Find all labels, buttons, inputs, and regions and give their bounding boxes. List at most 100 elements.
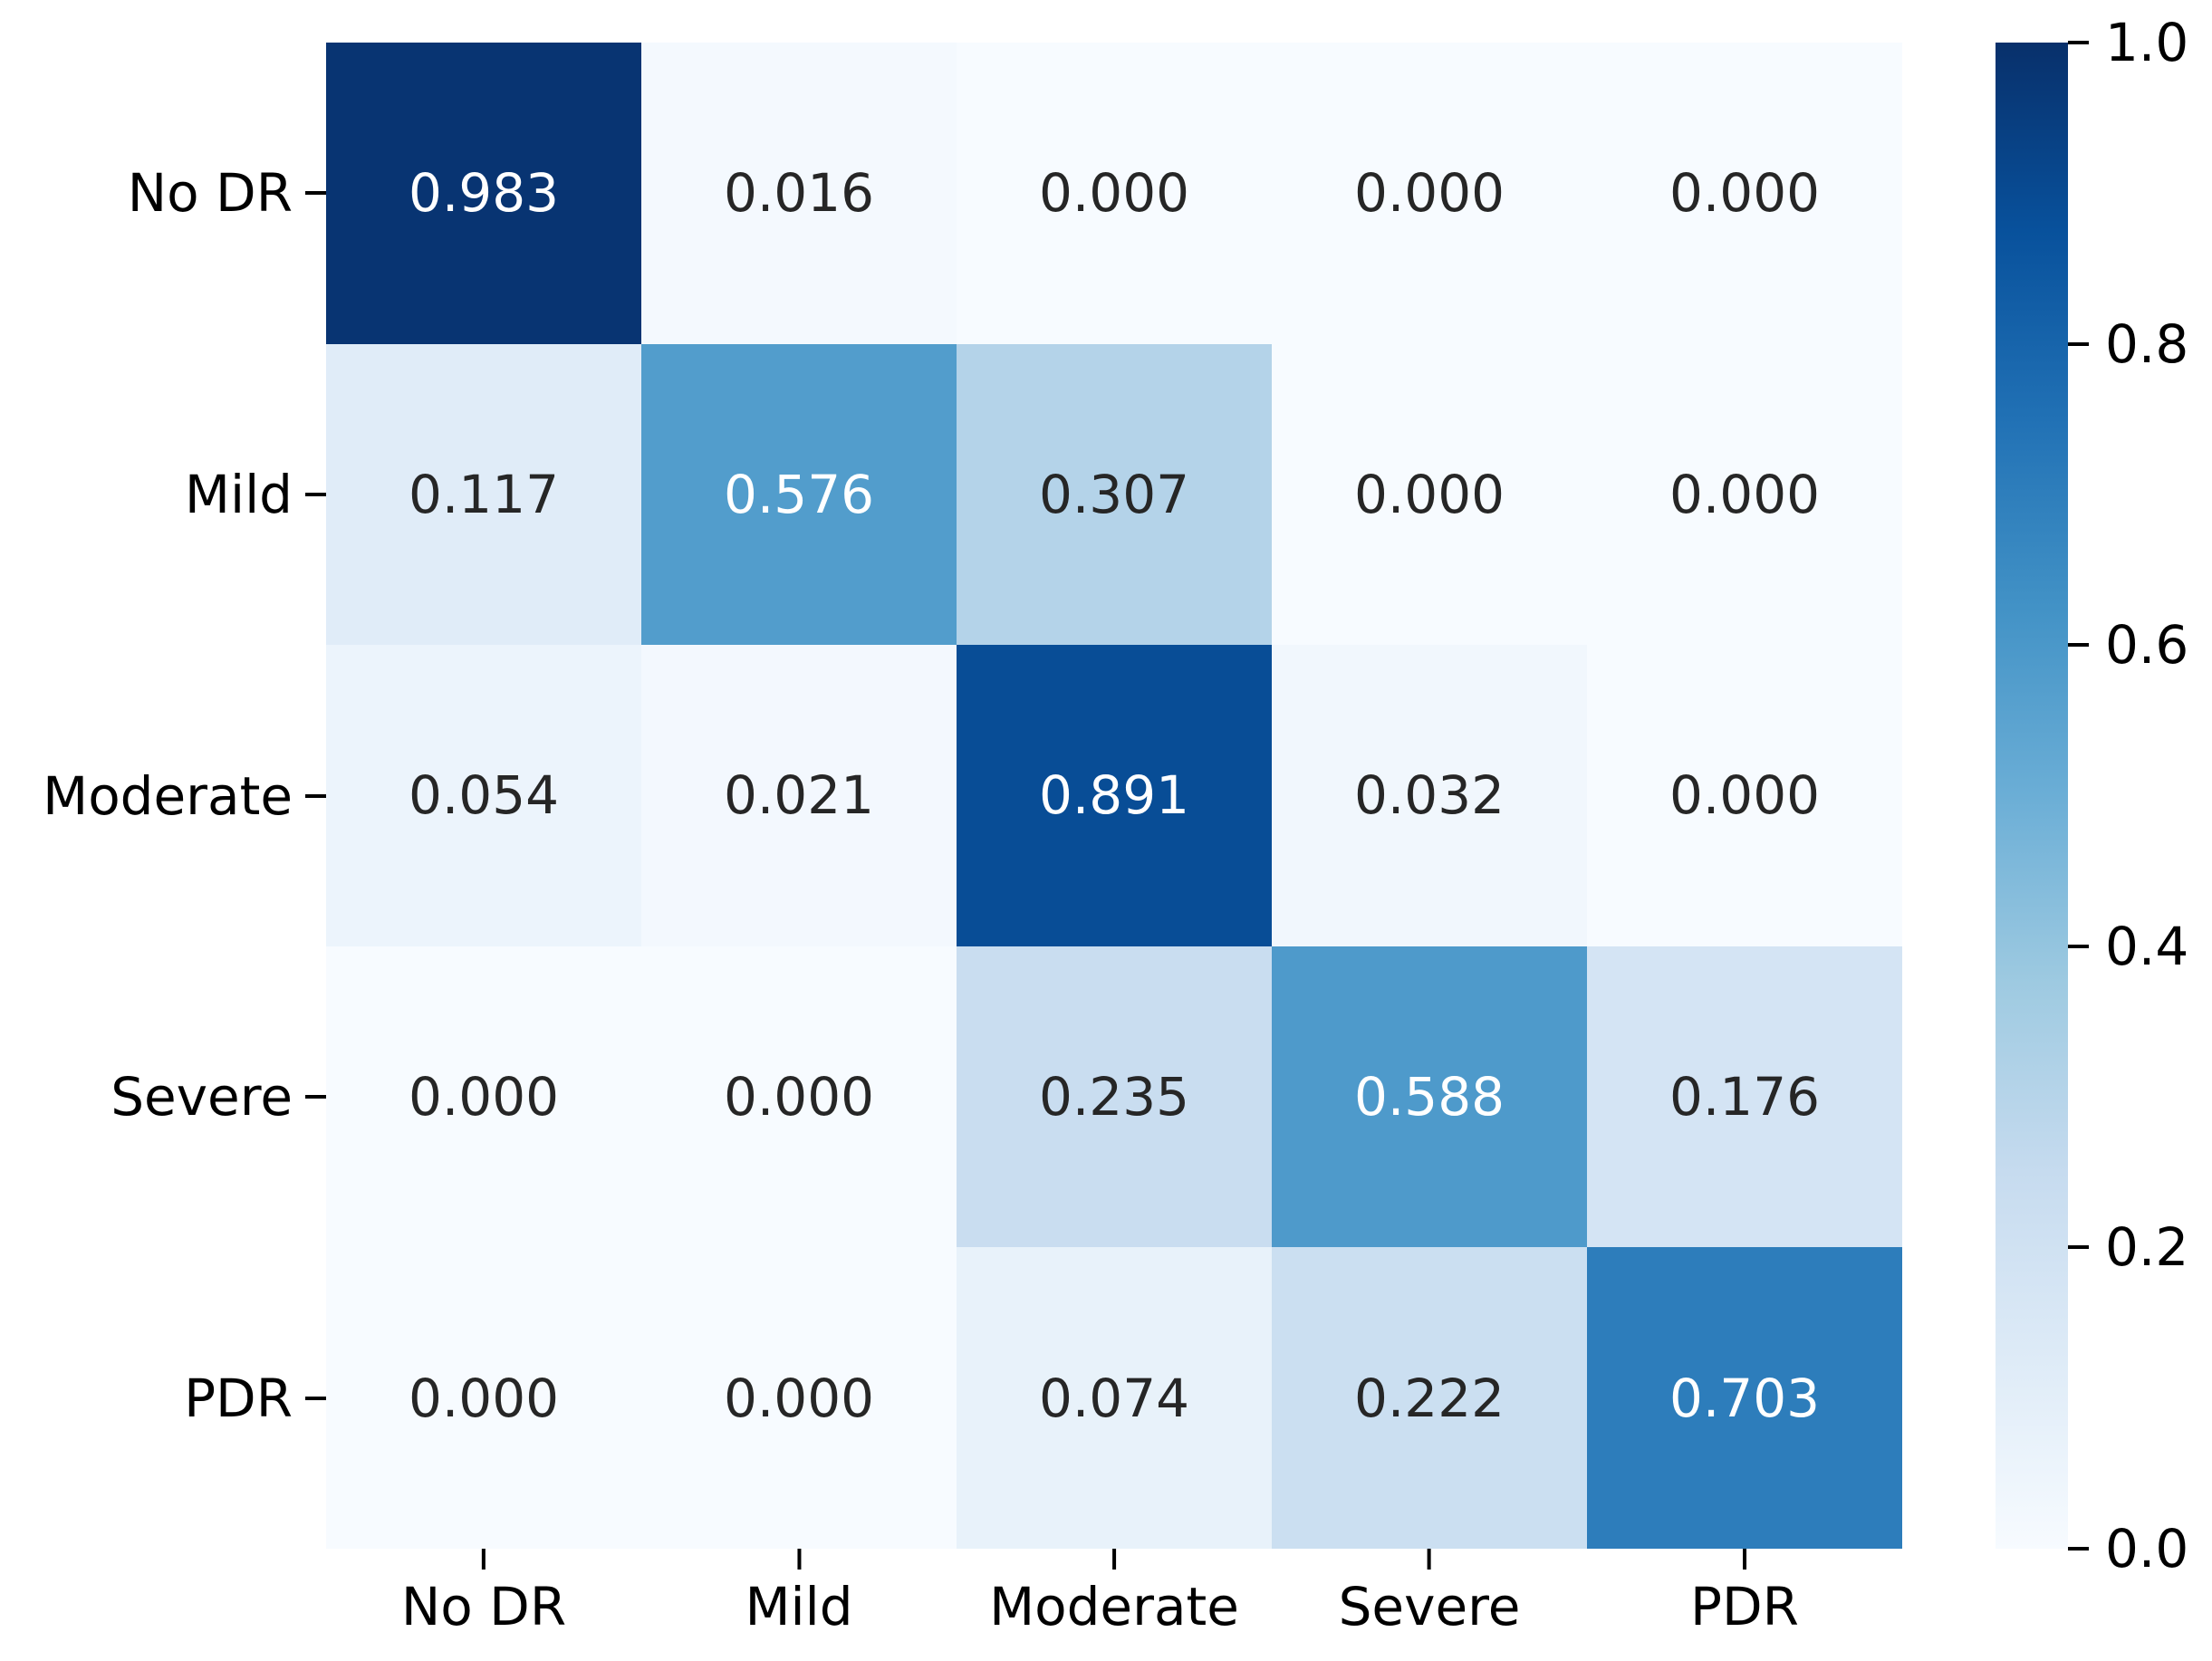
cell-value: 0.000 — [1669, 764, 1821, 827]
heatmap-cell: 0.891 — [957, 645, 1272, 946]
y-tick-label: PDR — [184, 1367, 293, 1429]
heatmap-cell: 0.074 — [957, 1247, 1272, 1549]
x-tick-label: Mild — [745, 1576, 853, 1637]
heatmap-cell: 0.021 — [641, 645, 957, 946]
cell-value: 0.000 — [1669, 463, 1821, 525]
colorbar-tick: 0.4 — [2068, 920, 2188, 973]
heatmap-cell: 0.983 — [326, 43, 641, 344]
heatmap-cell: 0.576 — [641, 343, 957, 646]
cell-value: 0.054 — [408, 764, 560, 827]
heatmap-cell: 0.000 — [1587, 645, 1902, 946]
y-tick-mark — [305, 1095, 326, 1099]
heatmap-cell: 0.000 — [1272, 343, 1587, 646]
heatmap-cell: 0.307 — [957, 343, 1272, 646]
y-tick: PDR — [184, 1372, 326, 1425]
heatmap-cell: 0.703 — [1587, 1247, 1902, 1549]
cell-value: 0.000 — [723, 1066, 875, 1128]
heatmap-cell: 0.054 — [326, 645, 641, 946]
colorbar-tick-mark — [2068, 41, 2089, 44]
x-tick: PDR — [1690, 1549, 1799, 1633]
heatmap-cell: 0.176 — [1587, 946, 1902, 1248]
y-tick: Moderate — [43, 770, 326, 822]
heatmap-plot-area: 0.983 0.016 0.000 0.000 0.000 0.117 0.576 0.307… — [43, 43, 1902, 1633]
cell-value: 0.235 — [1038, 1066, 1190, 1128]
y-tick-mark — [305, 191, 326, 196]
y-tick: Severe — [111, 1071, 326, 1123]
cell-value: 0.000 — [1353, 162, 1505, 225]
cell-value: 0.000 — [1038, 162, 1190, 225]
x-tick-mark — [1427, 1549, 1431, 1570]
cell-value: 0.016 — [723, 162, 875, 225]
heatmap-cell: 0.000 — [641, 946, 957, 1248]
cell-value: 0.983 — [408, 162, 560, 225]
x-tick-label: Severe — [1338, 1576, 1521, 1637]
heatmap-grid: 0.983 0.016 0.000 0.000 0.000 0.117 0.576 0.307… — [326, 43, 1902, 1549]
heatmap-cell: 0.000 — [1587, 43, 1902, 344]
colorbar-tick-mark — [2068, 1547, 2089, 1551]
colorbar-tick: 0.8 — [2068, 318, 2188, 370]
x-tick: Severe — [1338, 1549, 1521, 1637]
x-tick-label: No DR — [400, 1576, 567, 1637]
y-tick: Mild — [185, 468, 326, 521]
cell-value: 0.000 — [408, 1066, 560, 1128]
colorbar-tick-mark — [2068, 944, 2089, 948]
cell-value: 0.000 — [723, 1367, 875, 1429]
heatmap-cell: 0.117 — [326, 343, 641, 646]
heatmap-cell: 0.235 — [957, 946, 1272, 1248]
colorbar-tick-label: 0.2 — [2105, 1216, 2189, 1279]
cell-value: 0.891 — [1038, 764, 1190, 827]
x-tick: No DR — [401, 1549, 566, 1633]
heatmap-cell: 0.016 — [641, 43, 957, 344]
colorbar-tick: 0.6 — [2068, 619, 2188, 671]
cell-value: 0.307 — [1038, 463, 1190, 525]
heatmap-cell: 0.000 — [1272, 43, 1587, 344]
heatmap-cell: 0.222 — [1272, 1247, 1587, 1549]
colorbar-gradient — [1996, 43, 2068, 1549]
colorbar-tick-label: 0.4 — [2105, 915, 2189, 977]
y-tick-label: No DR — [127, 162, 293, 225]
y-tick-label: Moderate — [43, 764, 293, 827]
y-tick-label: Severe — [111, 1066, 293, 1128]
y-tick-label: Mild — [184, 463, 293, 525]
colorbar-tick-label: 0.6 — [2105, 614, 2189, 677]
cell-value: 0.021 — [723, 764, 875, 827]
heatmap-cell: 0.000 — [957, 43, 1272, 344]
x-tick-label: PDR — [1690, 1576, 1799, 1637]
x-tick-mark — [1112, 1549, 1116, 1570]
colorbar-tick-label: 1.0 — [2105, 12, 2189, 73]
colorbar-tick-label: 0.8 — [2105, 312, 2189, 375]
cell-value: 0.074 — [1038, 1367, 1190, 1429]
cell-value: 0.000 — [1669, 162, 1821, 225]
heatmap-cell: 0.588 — [1272, 946, 1587, 1248]
x-tick: Mild — [745, 1549, 853, 1637]
x-tick: Moderate — [989, 1549, 1239, 1633]
cell-value: 0.703 — [1669, 1367, 1821, 1429]
cell-value: 0.222 — [1353, 1367, 1505, 1429]
x-tick-mark — [1743, 1549, 1746, 1570]
heatmap-cell: 0.000 — [1587, 343, 1902, 646]
cell-value: 0.032 — [1353, 764, 1505, 827]
cell-value: 0.000 — [1353, 463, 1505, 525]
colorbar-tick-mark — [2068, 1245, 2089, 1250]
colorbar-tick: 1.0 — [2068, 16, 2188, 69]
cell-value: 0.588 — [1353, 1066, 1505, 1128]
cell-value: 0.117 — [408, 463, 560, 525]
cell-value: 0.000 — [408, 1367, 560, 1429]
colorbar-tick-mark — [2068, 643, 2089, 648]
heatmap-cell: 0.000 — [326, 1247, 641, 1549]
y-tick: No DR — [128, 167, 326, 219]
colorbar-tick: 0.0 — [2068, 1522, 2188, 1575]
cell-value: 0.176 — [1669, 1066, 1821, 1128]
y-tick-mark — [305, 793, 326, 798]
y-tick-mark — [305, 1396, 326, 1400]
cell-value: 0.576 — [723, 463, 875, 525]
x-tick-label: Moderate — [989, 1576, 1239, 1637]
heatmap-cell: 0.032 — [1272, 645, 1587, 946]
x-tick-mark — [797, 1549, 801, 1570]
colorbar-tick-label: 0.0 — [2105, 1518, 2189, 1579]
x-tick-mark — [482, 1549, 486, 1570]
colorbar-tick: 0.2 — [2068, 1221, 2188, 1273]
colorbar: 1.0 0.8 0.6 0.4 0.2 0.0 — [1996, 16, 2188, 1575]
heatmap-cell: 0.000 — [641, 1247, 957, 1549]
